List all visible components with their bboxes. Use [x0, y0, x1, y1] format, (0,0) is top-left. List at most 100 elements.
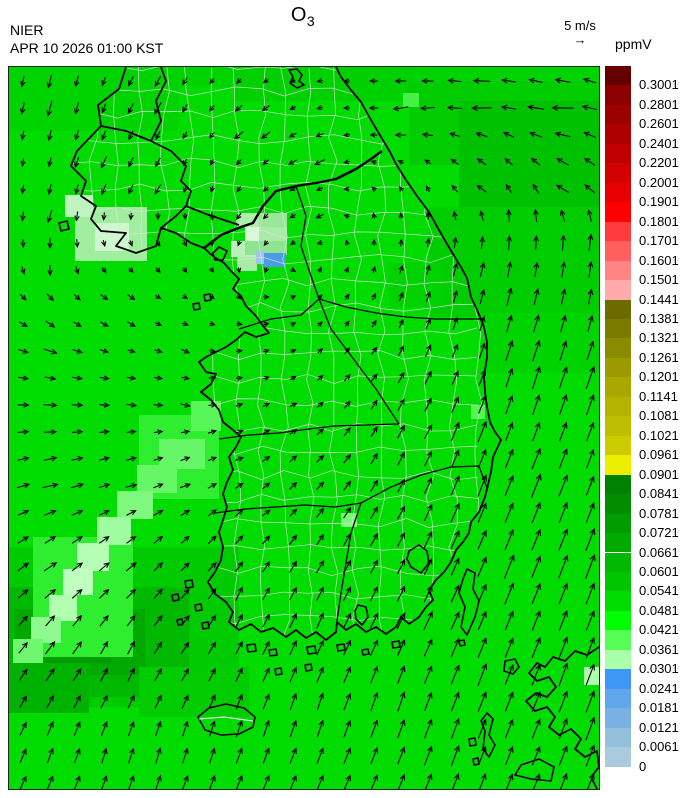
boundary-prov-chungbuk-gyeongbuk: [318, 298, 400, 425]
island-isl-sw1: [184, 579, 194, 589]
legend-color-cell: [605, 610, 631, 631]
legend-color-cell: [605, 202, 631, 222]
island-isl-s2: [268, 648, 278, 657]
legend-tick-label: 0.0481: [639, 602, 679, 618]
island-namhae: [354, 604, 369, 626]
legend-color-cell: [605, 221, 631, 242]
island-isl-s6: [391, 640, 401, 649]
legend-tick-label: 0.0721: [639, 525, 679, 541]
legend-tick-label: 0.1141: [639, 388, 678, 404]
legend-tick-label: 0.0781: [639, 505, 679, 521]
legend-color-cell: [605, 455, 631, 475]
legend-tick-label: 0.0121: [639, 719, 679, 735]
legend-color-cell: [605, 747, 631, 767]
legend-tick-label: 0.1701: [639, 233, 679, 249]
plot-title: O3: [8, 4, 598, 29]
legend-color-cell: [605, 649, 631, 670]
legend-tick-label: 0.0241: [639, 680, 679, 696]
legend-color-cell: [605, 357, 631, 378]
legend-tick-label: 0.0301: [639, 661, 679, 677]
legend-color-cell: [605, 85, 631, 105]
island-geoje: [406, 544, 430, 574]
datetime-label: APR 10 2026 01:00 KST: [10, 40, 164, 56]
legend-color-cell: [605, 474, 631, 495]
legend-tick-label: 0.0901: [639, 466, 679, 482]
boundary-prov-gyeonggi-gangwon: [295, 185, 320, 300]
legend-color-cell: [605, 299, 631, 319]
boundary-prov-jeonnam-gyeongnam: [336, 502, 362, 622]
island-lagoon-ne: [288, 68, 305, 89]
legend-color-cell: [605, 260, 631, 281]
legend-color-cell: [605, 630, 631, 650]
legend-color-cell: [605, 435, 631, 456]
wind-scale: 5 m/s →: [540, 18, 620, 46]
legend-color-cell: [605, 143, 631, 164]
island-tsushima-tip: [458, 639, 466, 647]
wind-scale-arrow-icon: →: [573, 32, 587, 47]
legend-tick-label: 0.3001: [639, 77, 679, 93]
legend-tick-label: 0.1501: [639, 272, 679, 288]
legend-tick-label: 0.1801: [639, 213, 679, 229]
legend-tick-label: 0.0601: [639, 563, 679, 579]
island-isl-sw3: [194, 603, 203, 612]
island-isl-s5: [361, 648, 370, 656]
legend-tick-label: 0.1901: [639, 194, 679, 210]
island-isl-s3: [306, 645, 317, 655]
legend-color-cell: [605, 494, 631, 514]
legend-tick-label: 0: [639, 758, 647, 774]
title-species: O: [290, 4, 307, 26]
legend-color-cell: [605, 571, 631, 592]
legend-color-cell: [605, 552, 631, 572]
legend-tick-label: 0.0181: [639, 700, 679, 716]
island-iki: [503, 658, 520, 675]
island-isl-s8: [274, 667, 283, 676]
boundary-kyushu-coast: [525, 646, 599, 789]
legend-color-cell: [605, 280, 631, 300]
legend-color-cell: [605, 163, 631, 183]
legend-color-cell: [605, 124, 631, 144]
legend-color-cell: [605, 416, 631, 436]
legend-color-cell: [605, 396, 631, 417]
legend-tick-label: 0.1441: [639, 291, 679, 307]
island-tsushima: [458, 568, 480, 636]
island-jeju: [197, 703, 256, 736]
legend-color-cell: [605, 66, 631, 86]
legend-color-cell: [605, 708, 631, 728]
legend-tick-label: 0.2601: [639, 116, 679, 132]
legend-tick-label: 0.1381: [639, 310, 679, 326]
boundary-nk-border-c: [185, 205, 240, 226]
legend-tick-label: 0.1081: [639, 408, 679, 424]
legend-tick-label: 0.1261: [639, 349, 679, 365]
boundary-prov-jeonbuk-jeonnam: [214, 502, 362, 514]
boundary-nk-border-a: [100, 125, 192, 229]
island-isl-s7: [304, 663, 313, 672]
legend-tick-label: 0.2401: [639, 135, 679, 151]
legend-tick-label: 0.2801: [639, 96, 679, 112]
boundary-dmz: [203, 150, 383, 249]
unit-label: ppmV: [615, 36, 652, 52]
island-isl-sw2: [171, 593, 180, 602]
legend-tick-label: 0.2201: [639, 155, 679, 171]
legend-tick-label: 0.1601: [639, 252, 679, 268]
legend-color-cell: [605, 533, 631, 553]
wind-vector-field: [16, 74, 598, 789]
legend-color-cell: [605, 104, 631, 125]
legend-color-cell: [605, 591, 631, 611]
legend-tick-label: 0.0661: [639, 544, 679, 560]
legend-tick-label: 0.0061: [639, 739, 679, 755]
legend-tick-label: 0.0361: [639, 641, 679, 657]
island-isl-s1: [246, 643, 257, 653]
map-canvas: [8, 66, 600, 790]
island-isl-sw5: [201, 621, 210, 630]
legend-tick-label: 0.0541: [639, 583, 679, 599]
legend-color-cell: [605, 688, 631, 709]
island-isl-w2: [203, 293, 212, 302]
legend-tick-label: 0.1201: [639, 369, 679, 385]
legend-tick-label: 0.0961: [639, 447, 679, 463]
legend-tick-label: 0.1021: [639, 427, 679, 443]
wind-scale-label: 5 m/s: [564, 18, 596, 33]
legend-color-cell: [605, 318, 631, 339]
island-isl-s4: [336, 643, 346, 652]
island-ganghwa: [212, 246, 228, 261]
island-isl-j1: [468, 737, 477, 747]
